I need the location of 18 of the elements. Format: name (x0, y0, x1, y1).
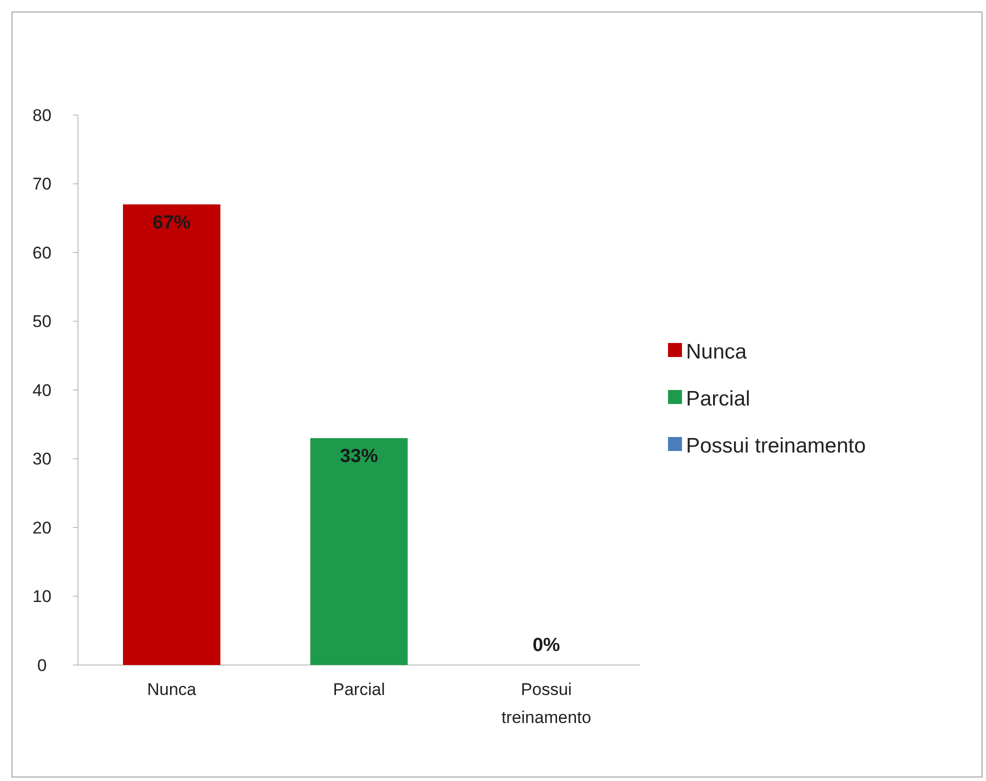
x-tick-label: Possui treinamento (501, 680, 592, 727)
legend-label: Parcial (686, 387, 750, 410)
y-tick-label: 60 (32, 243, 52, 262)
data-label: 33% (340, 446, 378, 468)
y-tick-label: 70 (32, 174, 52, 194)
y-tick-label: 50 (32, 312, 52, 332)
y-tick-label: 20 (32, 518, 52, 538)
x-tick-label: Nunca (147, 680, 197, 699)
legend-label: Possui treinamento (686, 434, 866, 458)
y-tick-label: 80 (32, 106, 52, 125)
legend-label: Nunca (686, 340, 748, 364)
y-tick-label: 40 (32, 380, 52, 400)
y-tick-label: 0 (37, 656, 47, 675)
data-label: 67% (152, 212, 191, 234)
y-tick-label: 10 (32, 587, 52, 606)
y-tick-label: 30 (32, 450, 52, 469)
data-label: 0% (532, 635, 560, 656)
x-tick-label: Parcial (333, 680, 385, 699)
